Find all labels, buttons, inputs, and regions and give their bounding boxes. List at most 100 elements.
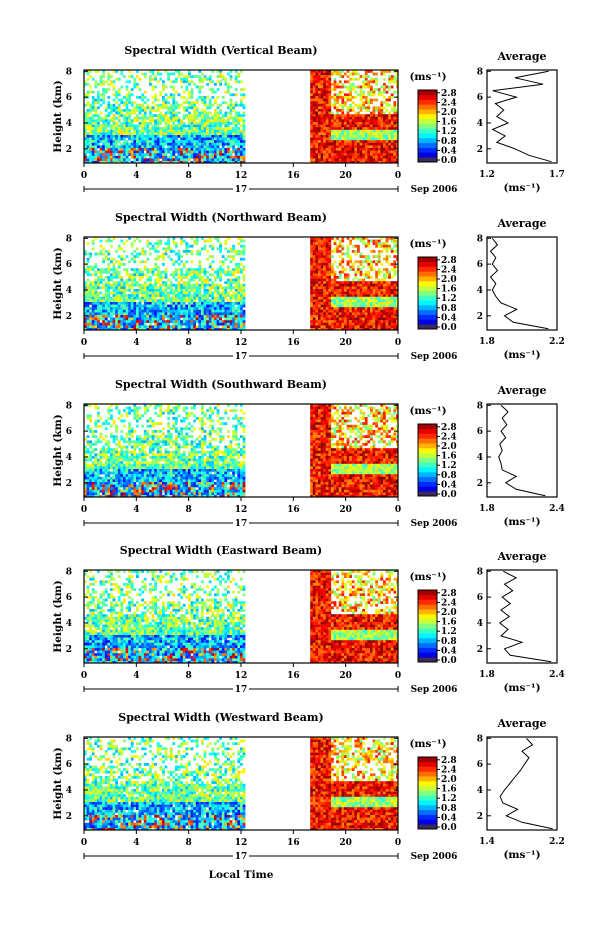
- heatmap-cell: [336, 289, 339, 292]
- heatmap-cell: [388, 263, 391, 266]
- heatmap-cell: [195, 158, 199, 162]
- heatmap-cell: [370, 101, 373, 104]
- heatmap-cell: [240, 291, 243, 295]
- heatmap-cell: [125, 132, 129, 136]
- heatmap-cell: [312, 85, 316, 89]
- heatmap-cell: [362, 255, 365, 258]
- heatmap-cell: [125, 80, 129, 84]
- heatmap-cell: [203, 98, 207, 102]
- heatmap-cell: [310, 265, 313, 269]
- heatmap-cell: [357, 77, 360, 81]
- heatmap-cell: [315, 291, 319, 295]
- heatmap-cell: [325, 132, 329, 136]
- heatmap-cell: [208, 148, 212, 151]
- heatmap-cell: [351, 129, 355, 133]
- heatmap-cell: [315, 137, 319, 141]
- heatmap-cell: [201, 158, 204, 162]
- heatmap-cell: [91, 242, 95, 245]
- heatmap-cell: [318, 250, 321, 253]
- heatmap-cell: [315, 276, 319, 279]
- heatmap-cell: [346, 247, 350, 251]
- heatmap-cell: [393, 273, 397, 277]
- heatmap-cell: [182, 291, 186, 295]
- heatmap-cell: [367, 289, 371, 292]
- heatmap-cell: [143, 268, 147, 271]
- heatmap-cell: [310, 88, 313, 91]
- heatmap-cell: [91, 132, 95, 136]
- heatmap-cell: [346, 111, 350, 115]
- heatmap-cell: [188, 103, 191, 107]
- heatmap-cell: [154, 315, 157, 318]
- heatmap-cell: [154, 137, 157, 141]
- heatmap-cell: [214, 150, 217, 154]
- heatmap-cell: [203, 122, 207, 125]
- heatmap-cell: [206, 270, 209, 274]
- heatmap-cell: [136, 255, 139, 258]
- heatmap-cell: [385, 148, 389, 151]
- heatmap-cell: [328, 268, 332, 271]
- heatmap-cell: [201, 155, 204, 159]
- heatmap-cell: [162, 106, 165, 110]
- heatmap-cell: [159, 72, 163, 76]
- heatmap-cell: [102, 302, 105, 305]
- heatmap-cell: [112, 135, 116, 138]
- heatmap-cell: [310, 140, 313, 143]
- heatmap-cell: [203, 96, 207, 99]
- heatmap-cell: [385, 116, 389, 120]
- heatmap-cell: [175, 137, 178, 141]
- heatmap-cell: [107, 315, 111, 318]
- heatmap-cell: [229, 106, 233, 110]
- heatmap-cell: [211, 122, 215, 125]
- heatmap-cell: [164, 242, 168, 245]
- heatmap-cell: [344, 142, 347, 146]
- heatmap-cell: [357, 111, 360, 115]
- heatmap-cell: [320, 96, 324, 99]
- heatmap-cell: [362, 281, 365, 284]
- heatmap-cell: [370, 302, 373, 305]
- heatmap-cell: [310, 320, 313, 323]
- heatmap-cell: [195, 315, 199, 318]
- heatmap-cell: [385, 276, 389, 279]
- heatmap-cell: [242, 124, 246, 128]
- heatmap-cell: [91, 119, 95, 123]
- heatmap-cell: [203, 158, 207, 162]
- heatmap-cell: [138, 155, 142, 159]
- heatmap-cell: [242, 103, 246, 107]
- heatmap-cell: [229, 309, 233, 313]
- heatmap-cell: [130, 150, 134, 154]
- heatmap-cell: [198, 142, 202, 146]
- heatmap-cell: [146, 317, 150, 321]
- heatmap-cell: [338, 137, 342, 141]
- heatmap-cell: [224, 257, 228, 261]
- heatmap-cell: [367, 132, 371, 136]
- heatmap-cell: [354, 158, 358, 162]
- heatmap-cell: [221, 101, 225, 104]
- heatmap-cell: [315, 247, 319, 251]
- heatmap-cell: [102, 116, 105, 120]
- heatmap-cell: [193, 153, 196, 156]
- heatmap-cell: [383, 294, 386, 297]
- heatmap-cell: [346, 145, 350, 149]
- heatmap-cell: [333, 281, 337, 284]
- heatmap-cell: [123, 145, 126, 149]
- heatmap-cell: [320, 317, 324, 321]
- heatmap-cell: [156, 127, 160, 130]
- heatmap-cell: [91, 129, 95, 133]
- heatmap-cell: [128, 127, 131, 130]
- heatmap-cell: [385, 294, 389, 297]
- heatmap-cell: [364, 296, 368, 300]
- heatmap-cell: [341, 124, 345, 128]
- heatmap-cell: [367, 281, 371, 284]
- heatmap-cell: [180, 260, 183, 264]
- heatmap-cell: [388, 124, 391, 128]
- heatmap-cell: [167, 132, 170, 136]
- heatmap-cell: [312, 122, 316, 125]
- heatmap-cell: [208, 137, 212, 141]
- heatmap-cell: [216, 96, 220, 99]
- heatmap-cell: [156, 150, 160, 154]
- heatmap-cell: [310, 150, 313, 154]
- heatmap-cell: [224, 114, 228, 117]
- heatmap-cell: [224, 122, 228, 125]
- heatmap-cell: [115, 137, 118, 141]
- heatmap-cell: [182, 320, 186, 323]
